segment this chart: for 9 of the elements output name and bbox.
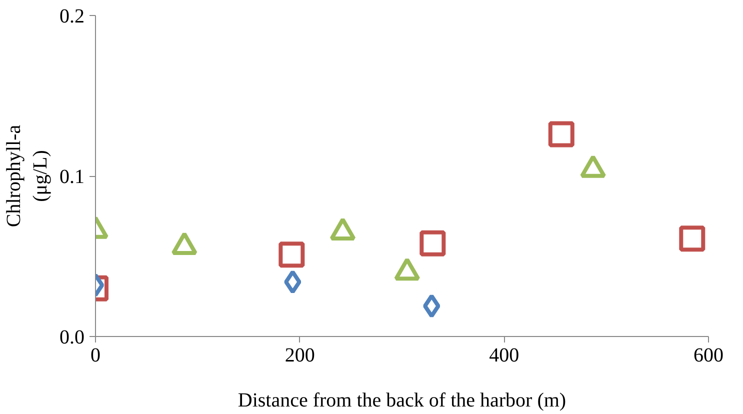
x-tick-label: 600 (694, 344, 724, 366)
x-tick-label: 400 (489, 344, 520, 366)
x-axis-title: Distance from the back of the harbor (m) (238, 390, 566, 412)
y-tick-label: 0.0 (60, 326, 84, 348)
x-tick-label: 200 (284, 344, 315, 366)
y-axis-title: Chlrophyll-a (μg/L) (3, 124, 52, 228)
y-tick-label: 0.2 (60, 6, 84, 28)
x-tick-label: 0 (90, 344, 100, 366)
y-tick-label: 0.1 (60, 166, 84, 188)
